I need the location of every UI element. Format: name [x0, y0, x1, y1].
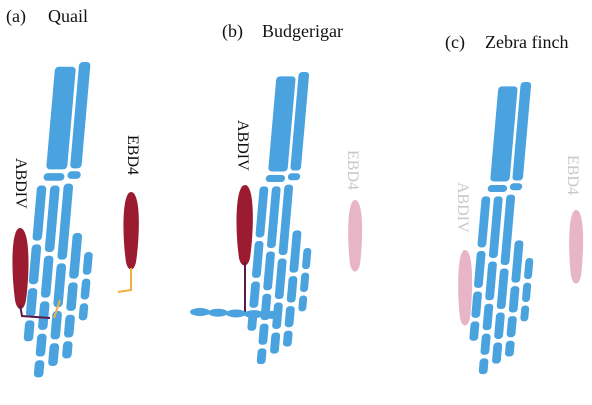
bone — [43, 173, 65, 181]
bone — [38, 301, 50, 330]
bone — [497, 269, 509, 309]
bone — [57, 184, 73, 260]
bone — [41, 256, 54, 298]
bone — [263, 252, 275, 291]
bone — [64, 315, 75, 338]
hand — [20, 62, 109, 377]
bone — [289, 230, 301, 272]
panel-title: Quail — [48, 6, 88, 26]
hand — [466, 82, 549, 374]
muscle-label: EBD4 — [124, 135, 141, 175]
bone — [482, 304, 493, 330]
bone — [45, 186, 60, 253]
bone — [520, 306, 529, 322]
bone — [252, 241, 264, 278]
hand — [244, 72, 327, 364]
panel-letter: (c) — [445, 32, 465, 53]
bone — [300, 273, 310, 292]
bone — [23, 320, 34, 341]
bone — [50, 311, 62, 340]
bone — [265, 175, 285, 182]
figure: (a) Quail (b) Budgerigar (c) Zebra finch… — [0, 0, 592, 405]
bone — [255, 186, 268, 237]
bone — [26, 288, 38, 317]
bone — [487, 185, 507, 192]
tendon — [118, 268, 131, 292]
panel-title: Budgerigar — [262, 21, 343, 41]
bone — [267, 186, 281, 248]
bone — [270, 332, 281, 353]
bone — [34, 360, 45, 377]
bone — [35, 334, 46, 357]
bone — [524, 258, 534, 279]
muscle — [12, 228, 28, 309]
bone — [82, 252, 93, 275]
bone — [244, 310, 264, 318]
muscle-label: EBD4 — [564, 155, 581, 195]
muscle-label: ABDIV — [454, 182, 471, 233]
bone — [80, 279, 90, 300]
bone — [522, 283, 532, 302]
bone — [190, 308, 210, 316]
bone — [278, 185, 293, 255]
bone — [226, 309, 246, 317]
bone — [471, 291, 482, 317]
bone — [66, 282, 78, 311]
bone — [474, 251, 486, 288]
bone — [477, 196, 490, 247]
bone — [257, 348, 267, 364]
panel-title: Zebra finch — [485, 32, 568, 52]
bone — [48, 343, 59, 366]
bone — [469, 321, 479, 340]
bone — [288, 173, 301, 180]
bone — [506, 316, 517, 337]
bone — [485, 262, 497, 301]
bone — [69, 233, 82, 279]
bone — [489, 196, 503, 258]
bone — [62, 341, 73, 358]
bone — [480, 334, 491, 355]
muscle-label: ABDIV — [234, 120, 251, 171]
bone — [275, 259, 287, 299]
muscle — [569, 210, 583, 284]
panel-letter: (b) — [222, 21, 243, 42]
bone — [284, 306, 295, 327]
bone — [510, 183, 523, 190]
muscle — [237, 185, 253, 266]
bone — [509, 286, 520, 312]
bone — [511, 240, 523, 282]
bone — [78, 303, 88, 320]
bone — [505, 341, 515, 357]
bone — [479, 358, 489, 374]
bone — [249, 281, 260, 307]
bone — [32, 186, 46, 241]
bone — [258, 324, 269, 345]
bone — [500, 195, 515, 265]
bone — [283, 331, 293, 347]
bone — [262, 311, 282, 319]
bone — [494, 313, 505, 339]
muscle-label: ABDIV — [12, 158, 29, 209]
bone — [287, 276, 298, 302]
bone — [298, 296, 307, 312]
muscle — [458, 250, 472, 326]
panel-letter: (a) — [6, 6, 26, 27]
bone — [67, 171, 81, 179]
muscle-label: EBD4 — [344, 150, 361, 190]
bone — [28, 244, 41, 284]
bone — [302, 248, 312, 269]
muscle — [348, 200, 362, 272]
muscle — [123, 192, 138, 270]
bone — [208, 309, 228, 317]
bone — [492, 342, 503, 363]
